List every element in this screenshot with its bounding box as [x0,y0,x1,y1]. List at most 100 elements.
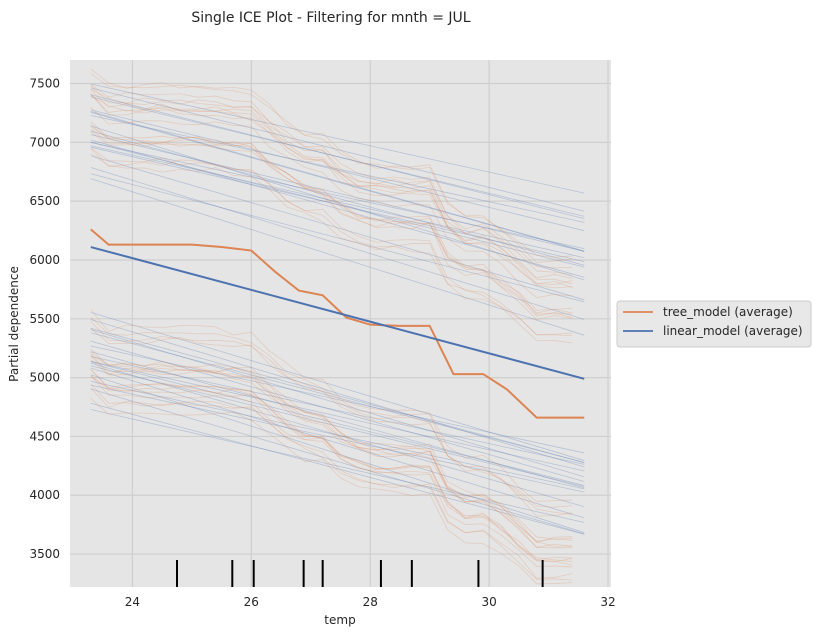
x-tick-label: 30 [481,595,496,609]
ice-curve-tree [90,85,573,280]
ice-curve-tree [90,359,573,549]
ice-curve-linear [90,130,585,266]
ice-curve-linear [90,146,585,263]
ice-curve-tree [90,375,573,568]
ice-curve-linear [90,115,585,223]
ice-curve-tree [90,126,573,315]
ice-curve-linear [90,365,585,487]
y-tick-label: 5000 [29,371,60,385]
ice-curve-linear [90,109,585,232]
ice-curve-tree [90,356,573,548]
ice-curve-tree [90,148,573,337]
y-tick-label: 4000 [29,488,60,502]
ice-curve-tree [90,398,573,585]
ice-curve-linear [90,145,585,259]
legend: tree_model (average) linear_model (avera… [616,300,812,348]
y-axis-label: Partial dependence [7,266,21,382]
ice-curve-linear [90,134,585,252]
ice-curve-tree [90,383,573,579]
ice-curve-linear [90,83,585,194]
ice-curve-tree [90,68,573,258]
ice-curve-linear [90,125,585,281]
legend-label-tree: tree_model (average) [663,305,793,319]
plot-area [70,60,611,587]
ice-curve-linear [90,380,585,490]
rug-ticks [176,560,544,587]
average-curves [90,228,585,419]
x-tick-label: 32 [600,595,615,609]
ice-curve-tree [90,124,573,314]
y-tick-label: 7000 [29,135,60,149]
ice-curve-linear [90,87,585,212]
ice-curve-linear [90,112,585,252]
ice-curve-linear [90,142,585,250]
x-tick-label: 24 [125,595,140,609]
ice-curve-linear [90,319,585,468]
ice-curve-linear [90,356,585,465]
y-tick-label: 6500 [29,194,60,208]
x-tick-label: 28 [363,595,378,609]
ice-background-curves [90,68,585,585]
ice-curve-tree [90,316,573,508]
ice-curve-linear [90,345,585,454]
ice-curve-tree [90,309,573,502]
ice-curve-tree [90,121,573,311]
ice-curve-linear [90,409,585,523]
ice-curve-linear [90,402,585,535]
ice-curve-linear [90,388,585,535]
linear-model-average-line [90,246,585,380]
ice-curve-linear [90,167,585,320]
ice-curve-tree [90,353,573,547]
ice-curve-linear [90,178,585,336]
ice-curve-linear [90,173,585,303]
legend-label-linear: linear_model (average) [663,324,803,338]
grid-lines [70,60,611,587]
ice-curve-linear [90,332,585,463]
y-tick-label: 3500 [29,547,60,561]
x-axis-ticks: 24 26 28 30 32 [125,595,616,609]
ice-curve-linear [90,384,585,493]
x-axis-label: temp [324,613,355,627]
ice-curve-linear [90,139,585,278]
ice-curve-tree [90,355,573,544]
ice-curve-linear [90,367,585,519]
ice-curve-tree [90,93,573,289]
y-tick-label: 4500 [29,429,60,443]
ice-curve-linear [90,94,585,220]
y-tick-label: 5500 [29,312,60,326]
ice-curve-linear [90,351,585,489]
ice-curve-tree [90,88,573,276]
ice-curve-linear [90,329,585,478]
ice-curve-linear [90,141,585,268]
ice-curve-tree [90,327,573,517]
ice-curve-linear [90,111,585,252]
ice-curve-linear [90,96,585,217]
ice-curve-linear [90,327,585,463]
ice-curve-tree [90,83,573,269]
ice-curve-tree [90,374,573,566]
ice-curve-tree [90,351,573,540]
ice-curve-tree [90,387,573,581]
ice-curve-tree [90,128,573,319]
x-tick-label: 26 [244,595,259,609]
ice-curve-tree [90,153,573,344]
ice-curve-linear [90,340,585,483]
ice-curve-tree [90,93,573,289]
ice-curve-linear [90,374,585,534]
ice-curve-tree [90,95,573,285]
ice-curve-linear [90,155,585,301]
chart-title: Single ICE Plot - Filtering for mnth = J… [191,10,470,26]
ice-curve-tree [90,147,573,336]
ice-curve-tree [90,107,573,299]
ice-curve-linear [90,362,585,508]
y-axis-ticks: 3500 4000 4500 5000 5500 6000 6500 7000 7500 [29,77,60,562]
ice-curve-tree [90,131,573,321]
ice-curve-tree [90,369,573,561]
ice-curve-tree [90,89,573,285]
tree-model-average-line [90,228,585,419]
ice-curve-tree [90,73,573,263]
ice-curve-linear [90,360,585,472]
legend-box [616,300,812,348]
ice-curve-linear [90,312,585,461]
